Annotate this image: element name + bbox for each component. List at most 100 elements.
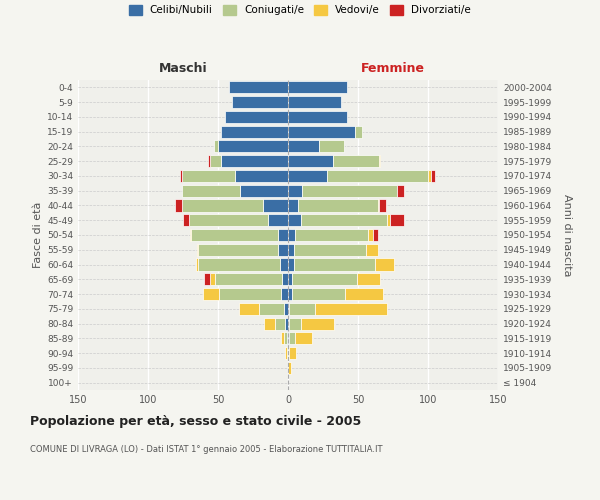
Bar: [288, 184, 302, 197]
Legend: Celibi/Nubili, Coniugati/e, Vedovi/e, Divorziati/e: Celibi/Nubili, Coniugati/e, Vedovi/e, Di…: [129, 5, 471, 15]
Bar: [373, 229, 377, 241]
Bar: [288, 229, 295, 241]
Bar: [182, 200, 263, 211]
Bar: [287, 332, 288, 344]
Bar: [175, 200, 182, 211]
Bar: [197, 244, 199, 256]
Bar: [283, 273, 288, 285]
Bar: [288, 96, 341, 108]
Bar: [333, 155, 379, 167]
Bar: [214, 140, 218, 152]
Text: Femmine: Femmine: [361, 62, 425, 75]
Bar: [295, 229, 368, 241]
Bar: [203, 288, 220, 300]
Bar: [288, 347, 289, 359]
Text: COMUNE DI LIVRAGA (LO) - Dati ISTAT 1° gennaio 2005 - Elaborazione TUTTITALIA.IT: COMUNE DI LIVRAGA (LO) - Dati ISTAT 1° g…: [30, 445, 383, 454]
Bar: [367, 244, 377, 256]
Bar: [314, 303, 388, 315]
Bar: [288, 126, 355, 138]
Bar: [298, 200, 377, 211]
Bar: [288, 273, 292, 285]
Bar: [293, 244, 367, 256]
Bar: [239, 303, 259, 315]
Bar: [218, 140, 288, 152]
Bar: [225, 111, 288, 123]
Bar: [288, 200, 298, 211]
Bar: [235, 170, 288, 182]
Bar: [388, 214, 390, 226]
Bar: [209, 273, 215, 285]
Bar: [397, 184, 404, 197]
Bar: [191, 229, 278, 241]
Bar: [259, 303, 284, 315]
Bar: [379, 155, 380, 167]
Bar: [268, 214, 288, 226]
Text: Maschi: Maschi: [158, 62, 208, 75]
Y-axis label: Anni di nascita: Anni di nascita: [562, 194, 572, 276]
Bar: [278, 244, 288, 256]
Bar: [288, 140, 319, 152]
Bar: [292, 288, 346, 300]
Bar: [288, 111, 347, 123]
Bar: [221, 126, 288, 138]
Bar: [292, 273, 356, 285]
Bar: [281, 332, 284, 344]
Bar: [379, 200, 386, 211]
Bar: [431, 170, 435, 182]
Bar: [232, 96, 288, 108]
Bar: [182, 184, 241, 197]
Bar: [289, 332, 295, 344]
Bar: [346, 288, 383, 300]
Bar: [209, 155, 221, 167]
Bar: [278, 229, 288, 241]
Bar: [428, 170, 431, 182]
Bar: [280, 258, 288, 270]
Bar: [183, 214, 188, 226]
Bar: [375, 258, 394, 270]
Bar: [319, 140, 344, 152]
Bar: [281, 288, 288, 300]
Bar: [288, 258, 293, 270]
Bar: [288, 82, 347, 94]
Bar: [199, 244, 278, 256]
Bar: [285, 318, 288, 330]
Bar: [288, 155, 333, 167]
Bar: [288, 214, 301, 226]
Bar: [221, 155, 288, 167]
Bar: [288, 318, 289, 330]
Bar: [215, 273, 283, 285]
Bar: [289, 347, 296, 359]
Bar: [356, 273, 380, 285]
Bar: [180, 170, 182, 182]
Bar: [190, 229, 191, 241]
Bar: [284, 303, 288, 315]
Y-axis label: Fasce di età: Fasce di età: [33, 202, 43, 268]
Bar: [196, 258, 199, 270]
Bar: [288, 362, 291, 374]
Bar: [302, 184, 397, 197]
Bar: [368, 229, 373, 241]
Bar: [188, 214, 268, 226]
Bar: [220, 288, 281, 300]
Bar: [288, 303, 289, 315]
Bar: [229, 82, 288, 94]
Bar: [288, 332, 289, 344]
Bar: [289, 318, 301, 330]
Bar: [204, 273, 209, 285]
Bar: [288, 288, 292, 300]
Bar: [301, 318, 334, 330]
Bar: [288, 170, 327, 182]
Text: Popolazione per età, sesso e stato civile - 2005: Popolazione per età, sesso e stato civil…: [30, 415, 361, 428]
Bar: [288, 244, 293, 256]
Bar: [285, 347, 287, 359]
Bar: [327, 170, 428, 182]
Bar: [264, 318, 275, 330]
Bar: [377, 200, 379, 211]
Bar: [275, 318, 285, 330]
Bar: [390, 214, 404, 226]
Bar: [208, 155, 209, 167]
Bar: [182, 170, 235, 182]
Bar: [293, 258, 375, 270]
Bar: [263, 200, 288, 211]
Bar: [287, 347, 288, 359]
